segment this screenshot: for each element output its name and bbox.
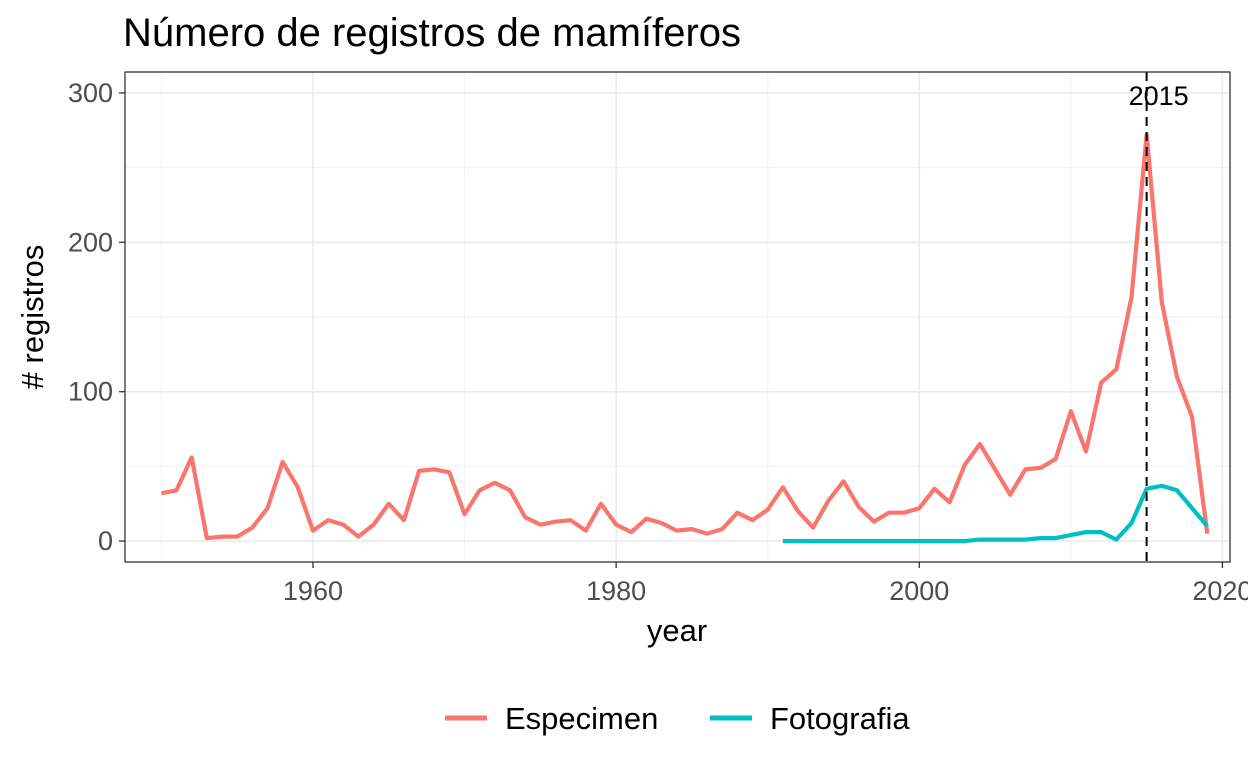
series-line-especimen xyxy=(160,132,1210,541)
y-axis-title: # registros xyxy=(15,245,50,390)
panel-border xyxy=(124,71,1231,563)
series-layer xyxy=(160,132,1210,544)
x-axis: 1960 1980 2000 2020 xyxy=(283,562,1248,606)
x-tick-label: 1960 xyxy=(283,576,343,606)
x-tick-label: 2000 xyxy=(889,576,949,606)
annotation-label: 2015 xyxy=(1129,81,1189,111)
series-line-fotografia xyxy=(782,483,1209,544)
annotation-layer: 2015 xyxy=(1129,72,1189,562)
plot-panel: 2015 xyxy=(124,71,1231,563)
y-axis: 0 100 200 300 xyxy=(68,78,125,556)
legend-label-especimen: Especimen xyxy=(505,701,658,736)
y-tick-label: 0 xyxy=(98,526,113,556)
x-axis-title: year xyxy=(647,613,707,648)
y-tick-label: 100 xyxy=(68,377,113,407)
grid-minor xyxy=(125,72,1230,562)
grid-major xyxy=(125,72,1230,562)
legend: Especimen Fotografia xyxy=(445,701,910,736)
legend-label-fotografia: Fotografia xyxy=(770,701,910,736)
y-tick-label: 200 xyxy=(68,227,113,257)
x-tick-label: 2020 xyxy=(1192,576,1248,606)
y-tick-label: 300 xyxy=(68,78,113,108)
chart-title: Número de registros de mamíferos xyxy=(123,11,741,55)
x-tick-label: 1980 xyxy=(586,576,646,606)
